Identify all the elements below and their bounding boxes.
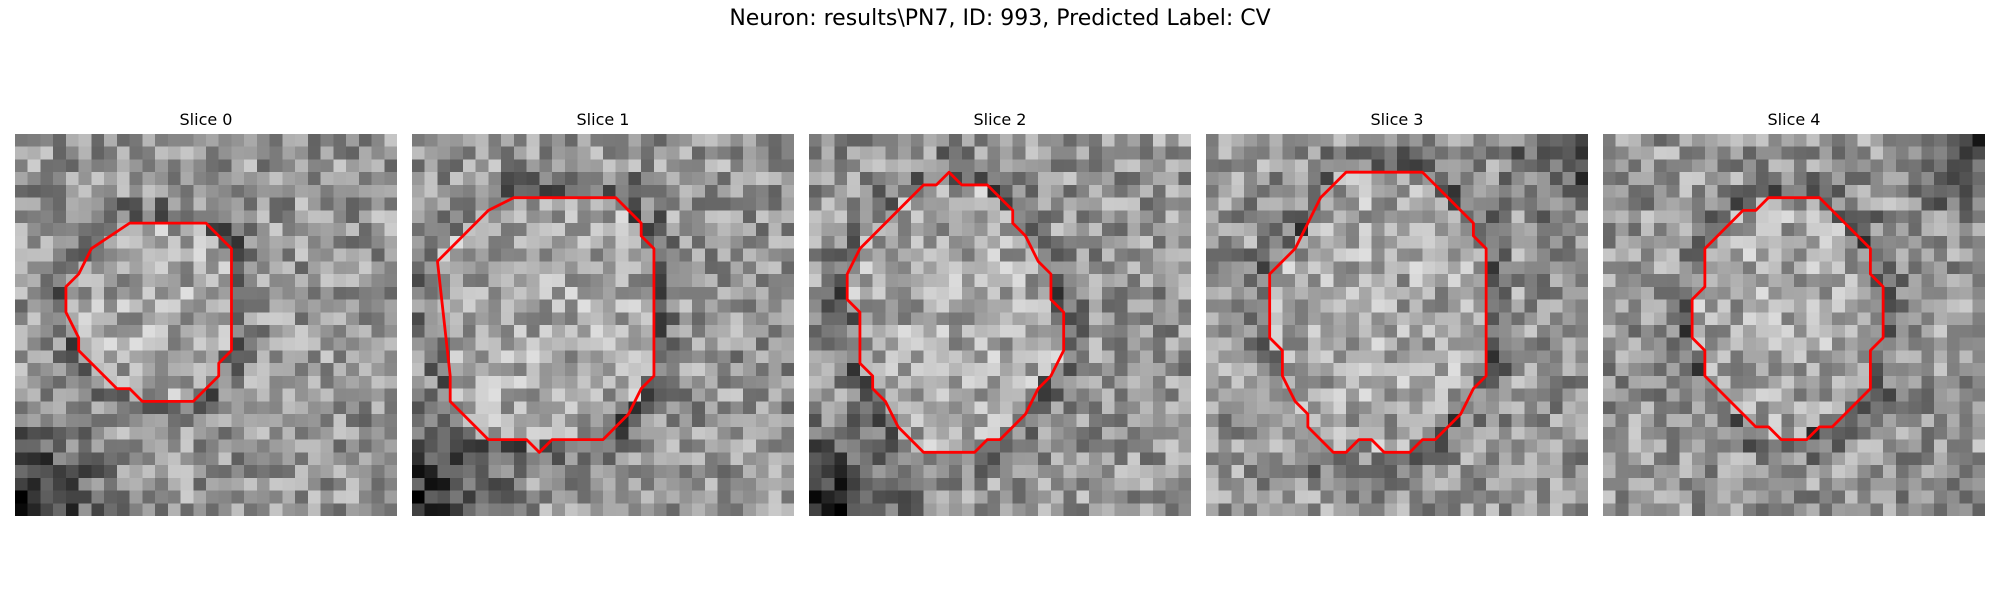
slice-title-0: Slice 0 bbox=[179, 110, 233, 129]
contour-outline-4 bbox=[1690, 196, 1885, 442]
contour-outline-3 bbox=[1268, 170, 1488, 454]
slice-panel-1: Slice 1 bbox=[412, 110, 794, 516]
contour-overlay-2 bbox=[845, 170, 1066, 454]
contour-overlay-0 bbox=[64, 221, 233, 403]
slice-image-1 bbox=[412, 134, 794, 516]
contour-outline-0 bbox=[64, 221, 233, 403]
grayscale-tile-0 bbox=[15, 134, 397, 516]
slice-title-1: Slice 1 bbox=[576, 110, 630, 129]
slice-title-4: Slice 4 bbox=[1767, 110, 1821, 129]
slice-image-2 bbox=[809, 134, 1191, 516]
slice-title-2: Slice 2 bbox=[973, 110, 1027, 129]
contour-outline-1 bbox=[436, 196, 656, 454]
slice-panel-3: Slice 3 bbox=[1206, 110, 1588, 516]
slice-panel-0: Slice 0 bbox=[15, 110, 397, 516]
slice-image-4 bbox=[1603, 134, 1985, 516]
contour-outline-2 bbox=[845, 170, 1066, 454]
contour-overlay-4 bbox=[1690, 196, 1885, 442]
slice-panel-2: Slice 2 bbox=[809, 110, 1191, 516]
figure-title: Neuron: results\PN7, ID: 993, Predicted … bbox=[729, 6, 1271, 31]
slice-image-3 bbox=[1206, 134, 1588, 516]
contour-overlay-3 bbox=[1268, 170, 1488, 454]
contour-overlay-1 bbox=[436, 196, 656, 454]
slice-panel-4: Slice 4 bbox=[1603, 110, 1985, 516]
slice-title-3: Slice 3 bbox=[1370, 110, 1424, 129]
slice-image-0 bbox=[15, 134, 397, 516]
